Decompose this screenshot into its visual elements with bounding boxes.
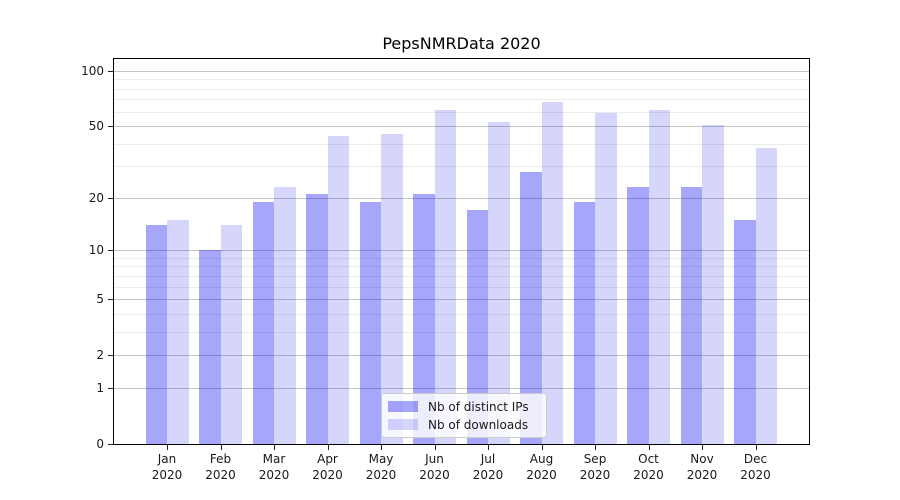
gridline-major [114, 197, 809, 199]
legend: Nb of distinct IPs Nb of downloads [381, 393, 547, 438]
bar-jul-distinct-ips [466, 210, 488, 444]
x-tick-label: Sep 2020 [579, 452, 611, 482]
x-tick-label: Oct 2020 [633, 452, 664, 482]
x-axis-tick [381, 445, 382, 450]
y-axis-tick [108, 126, 113, 128]
bar-feb-distinct-ips [199, 250, 221, 444]
x-axis-tick [220, 445, 222, 450]
plot-area: Nb of distinct IPs Nb of downloads [113, 58, 810, 445]
gridline-major [114, 126, 809, 128]
bar-may-downloads [381, 134, 403, 444]
gridline-minor [114, 266, 809, 268]
legend-item-distinct-ips: Nb of distinct IPs [388, 400, 540, 414]
bar-jan-downloads [167, 219, 189, 444]
bar-nov-distinct-ips [680, 187, 702, 444]
x-axis-tick [274, 445, 275, 450]
y-tick-label: 10 [88, 243, 104, 258]
bar-oct-downloads [648, 110, 670, 444]
gridline-major [114, 387, 809, 389]
y-tick-label: 100 [81, 63, 104, 78]
x-axis-tick [327, 445, 329, 450]
x-axis-tick [541, 445, 543, 450]
bar-may-distinct-ips [359, 201, 381, 444]
x-tick-label: Aug 2020 [526, 452, 557, 482]
gridline-minor [114, 79, 809, 81]
legend-item-downloads: Nb of downloads [388, 418, 540, 432]
y-axis-tick [108, 70, 113, 72]
gridline-major [114, 250, 809, 252]
x-axis-tick [702, 445, 703, 450]
bar-jan-distinct-ips [145, 225, 167, 444]
x-tick-label: Feb 2020 [205, 452, 236, 482]
bar-mar-downloads [274, 187, 296, 444]
bar-jul-downloads [488, 121, 510, 444]
bar-sep-distinct-ips [573, 201, 595, 444]
bar-oct-distinct-ips [627, 187, 649, 444]
chart-title: PepsNMRData 2020 [382, 34, 541, 53]
gridline-minor [114, 275, 809, 277]
x-tick-label: Nov 2020 [686, 452, 718, 482]
y-axis-tick [108, 197, 113, 199]
y-axis-tick [108, 299, 113, 301]
y-axis-tick [108, 444, 113, 445]
y-tick-label: 50 [88, 119, 104, 134]
gridline-minor [114, 166, 809, 168]
gridline-minor [114, 331, 809, 333]
y-axis-tick [108, 250, 113, 252]
x-axis-tick [648, 445, 650, 450]
y-tick-label: 20 [88, 190, 104, 205]
bar-apr-distinct-ips [306, 194, 328, 444]
x-tick-label: Mar 2020 [258, 452, 290, 482]
gridline-major [114, 299, 809, 301]
bar-nov-downloads [702, 124, 724, 444]
legend-swatch-distinct-ips-icon [388, 401, 418, 412]
bar-mar-distinct-ips [252, 201, 274, 444]
gridline-minor [114, 313, 809, 315]
bar-apr-downloads [327, 136, 349, 444]
y-tick-label: 0 [96, 437, 104, 451]
gridline-major [114, 70, 809, 72]
legend-label-downloads: Nb of downloads [428, 417, 529, 432]
legend-swatch-downloads-icon [388, 419, 418, 430]
x-axis-tick [167, 445, 168, 450]
bar-sep-downloads [595, 113, 617, 444]
bar-aug-downloads [541, 101, 563, 444]
x-axis-tick [755, 445, 757, 450]
y-tick-label: 2 [96, 348, 104, 363]
gridline-minor [114, 111, 809, 113]
bar-jun-distinct-ips [413, 194, 435, 444]
bar-feb-downloads [220, 225, 242, 444]
gridline-minor [114, 257, 809, 259]
x-tick-label: Dec 2020 [740, 452, 771, 482]
x-tick-label: Jun 2020 [419, 452, 450, 482]
x-tick-label: May 2020 [365, 452, 397, 482]
gridline-minor [114, 143, 809, 145]
gridline-major [114, 355, 809, 357]
y-axis-tick [108, 355, 113, 357]
x-axis-tick [488, 445, 489, 450]
bar-aug-distinct-ips [520, 171, 542, 444]
x-tick-label: Jan 2020 [151, 452, 183, 482]
legend-label-distinct-ips: Nb of distinct IPs [428, 399, 529, 414]
bar-dec-downloads [755, 147, 777, 444]
gridline-minor [114, 88, 809, 90]
bar-jun-downloads [434, 110, 456, 444]
bar-dec-distinct-ips [734, 219, 756, 444]
x-tick-label: Apr 2020 [312, 452, 343, 482]
x-axis-tick [595, 445, 596, 450]
gridline-minor [114, 286, 809, 288]
y-tick-label: 5 [96, 292, 104, 307]
x-axis-tick [434, 445, 436, 450]
y-axis-tick [108, 387, 113, 389]
x-tick-label: Jul 2020 [472, 452, 504, 482]
y-tick-label: 1 [96, 380, 104, 395]
gridline-minor [114, 99, 809, 101]
